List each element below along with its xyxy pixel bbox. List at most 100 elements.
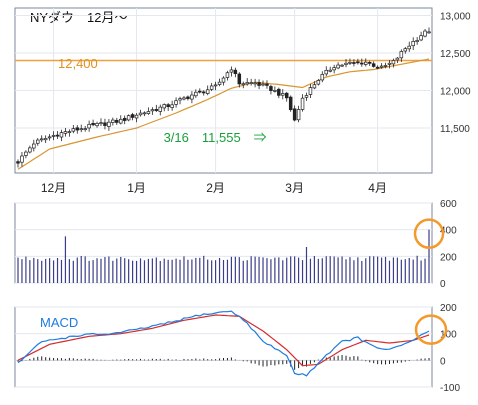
candle-body bbox=[367, 62, 372, 64]
candle-body bbox=[150, 109, 155, 112]
signal-line bbox=[17, 314, 430, 367]
candle-body bbox=[118, 118, 123, 124]
candle-body bbox=[36, 139, 40, 144]
volume-highlight-circle bbox=[413, 218, 445, 249]
candle-body bbox=[190, 94, 194, 100]
macd-y-ticks: -100 0 100 200 bbox=[440, 303, 460, 394]
price-y-tick: 12,500 bbox=[440, 49, 471, 60]
candle-body bbox=[130, 114, 135, 118]
macd-histogram bbox=[17, 355, 430, 370]
candle-body bbox=[371, 63, 376, 67]
candle-body bbox=[79, 128, 83, 131]
volume-bars bbox=[17, 229, 430, 283]
candle-body bbox=[170, 104, 174, 108]
candle-body bbox=[24, 151, 28, 156]
volume-y-tick: 400 bbox=[440, 226, 457, 237]
candle-body bbox=[174, 100, 178, 105]
price-title: NYダウ 12月～ bbox=[30, 10, 128, 25]
candle-body bbox=[16, 161, 20, 164]
candle-body bbox=[213, 84, 218, 87]
candle-body bbox=[75, 127, 80, 131]
candle-body bbox=[288, 96, 293, 111]
candle-body bbox=[186, 96, 190, 99]
candle-body bbox=[83, 128, 87, 130]
macd-y-tick: -100 bbox=[440, 383, 460, 394]
candle-body bbox=[387, 62, 392, 65]
candle-body bbox=[241, 83, 246, 86]
candle-body bbox=[178, 98, 182, 101]
price-grid bbox=[15, 8, 432, 173]
candle-body bbox=[379, 65, 384, 68]
candle-body bbox=[233, 69, 238, 75]
candle-body bbox=[198, 90, 202, 93]
candle-body bbox=[304, 95, 309, 98]
candle-body bbox=[269, 86, 273, 91]
candle-body bbox=[296, 109, 301, 121]
macd-line bbox=[17, 310, 430, 377]
candle-body bbox=[182, 97, 186, 100]
candle-body bbox=[225, 72, 230, 78]
macd-y-tick: 200 bbox=[440, 303, 457, 314]
candle-body bbox=[292, 108, 297, 121]
candle-body bbox=[300, 97, 305, 110]
candle-body bbox=[205, 89, 210, 94]
volume-y-ticks: 0 200 400 600 bbox=[440, 199, 457, 290]
macd-panel: -100 0 100 200 MACD bbox=[14, 303, 460, 394]
candle-body bbox=[51, 135, 56, 137]
candle-body bbox=[360, 62, 364, 65]
macd-y-tick: 0 bbox=[440, 356, 446, 367]
candle-body bbox=[103, 122, 107, 126]
candle-body bbox=[249, 82, 253, 84]
volume-y-tick: 200 bbox=[440, 252, 457, 263]
candle-body bbox=[245, 82, 249, 85]
candle-body bbox=[28, 147, 32, 153]
price-x-tick: 2月 bbox=[206, 181, 225, 195]
candle-body bbox=[71, 128, 76, 132]
candle-body bbox=[261, 83, 265, 86]
candle-body bbox=[332, 67, 336, 71]
price-x-tick: 3月 bbox=[285, 181, 304, 195]
candle-body bbox=[63, 131, 68, 134]
candle-body bbox=[383, 65, 388, 67]
price-panel: NYダウ 12月～ 11,500 12,000 12,500 13,000 12月 1月… bbox=[14, 7, 471, 195]
candle-body bbox=[364, 61, 368, 65]
volume-y-tick: 0 bbox=[440, 279, 446, 290]
candle-body bbox=[328, 69, 332, 72]
candle-body bbox=[39, 138, 44, 141]
candle-body bbox=[47, 136, 52, 139]
candle-body bbox=[99, 122, 103, 125]
candle-body bbox=[284, 92, 289, 99]
candle-body bbox=[320, 74, 325, 81]
moving-average-line bbox=[17, 58, 430, 170]
candle-body bbox=[166, 104, 170, 107]
candle-body bbox=[265, 83, 269, 86]
candle-body bbox=[344, 62, 348, 65]
price-y-tick: 12,000 bbox=[440, 87, 471, 98]
candle-body bbox=[411, 40, 415, 47]
macd-panel-frame bbox=[14, 306, 433, 388]
candle-body bbox=[20, 155, 24, 163]
candle-body bbox=[142, 112, 147, 115]
candles bbox=[16, 27, 431, 168]
low-annotation: 3/16 11,555 ⇒ bbox=[164, 130, 267, 145]
candle-body bbox=[423, 30, 427, 37]
macd-grid bbox=[15, 306, 432, 388]
candle-body bbox=[209, 85, 214, 90]
candle-body bbox=[312, 84, 317, 89]
macd-highlight-circle bbox=[414, 314, 448, 345]
candle-body bbox=[221, 77, 226, 83]
candle-body bbox=[59, 132, 64, 138]
candle-body bbox=[427, 31, 431, 34]
candle-body bbox=[146, 111, 151, 114]
candle-body bbox=[391, 60, 396, 65]
candle-body bbox=[348, 61, 352, 64]
candle-body bbox=[356, 61, 360, 64]
candle-body bbox=[43, 138, 48, 141]
candle-body bbox=[340, 64, 344, 67]
candle-body bbox=[91, 122, 95, 126]
volume-y-tick: 600 bbox=[440, 199, 457, 210]
price-x-tick: 1月 bbox=[127, 181, 146, 195]
candle-body bbox=[201, 91, 206, 94]
candle-body bbox=[419, 35, 423, 41]
